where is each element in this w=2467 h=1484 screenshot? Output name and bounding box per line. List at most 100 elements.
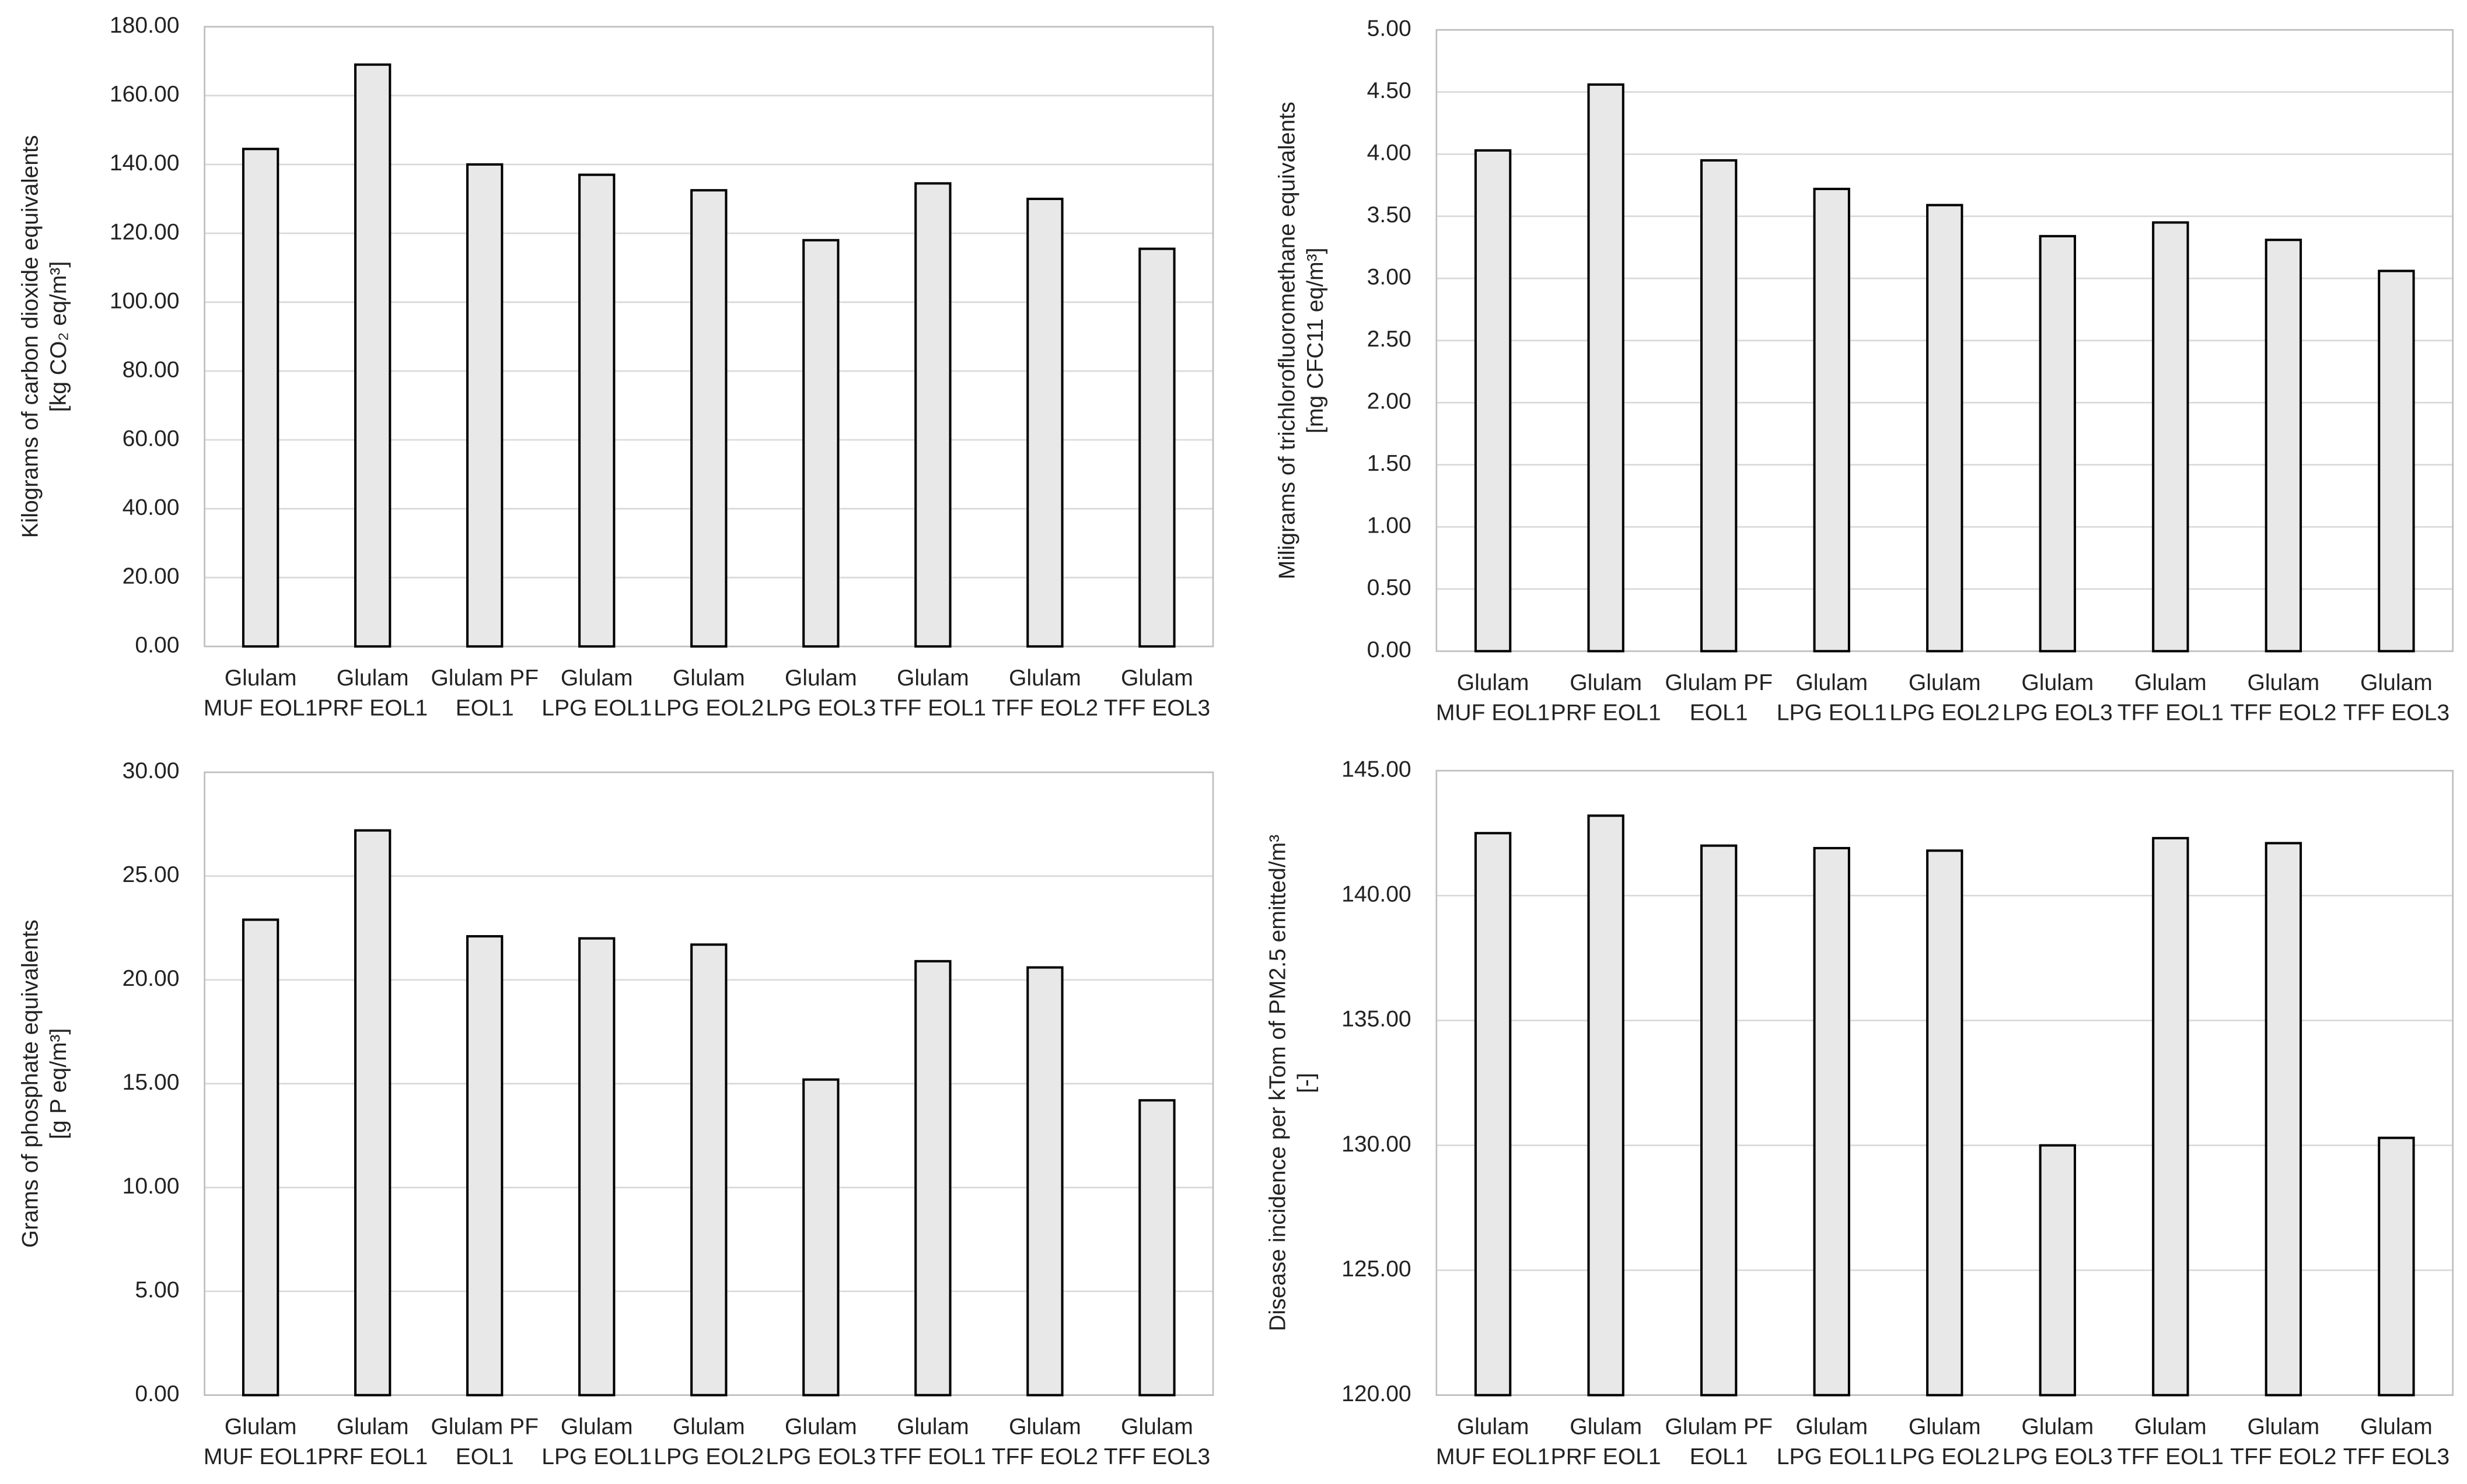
y-tick-label: 100.00 [110, 288, 180, 313]
bar [1138, 247, 1176, 648]
y-tick-label: 160.00 [110, 82, 180, 107]
x-tick-label: Glulam [785, 1415, 857, 1440]
x-tick-label: Glulam [2021, 670, 2094, 695]
bar [242, 918, 279, 1396]
bar [242, 148, 279, 648]
y-tick-label: 3.00 [1367, 265, 1411, 290]
x-tick-label: LPG EOL1 [1777, 700, 1887, 725]
bar [1926, 204, 1963, 653]
x-tick-label: PRF EOL1 [317, 1444, 428, 1469]
bar [1587, 83, 1624, 653]
x-tick-label: EOL1 [1690, 1444, 1748, 1469]
bar [1474, 832, 1512, 1396]
y-axis-label: Miligrams of trichlorofluoromethane equi… [1275, 102, 1300, 579]
x-tick-label: Glulam [1121, 666, 1193, 691]
x-tick-label: Glulam [2247, 1415, 2319, 1440]
y-tick-label: 15.00 [123, 1070, 180, 1095]
chart: 0.00 0.50 1.00 1.50 2.00 2.50 3.00 3.50 4.00 4.50… [1275, 16, 2454, 725]
y-tick-label: 125.00 [1341, 1256, 1411, 1282]
bar [2265, 239, 2302, 653]
y-tick-label: 180.00 [110, 13, 180, 38]
y-tick-label: 130.00 [1341, 1132, 1411, 1157]
x-tick-label: PRF EOL1 [317, 695, 428, 720]
x-tick-label: EOL1 [456, 1444, 514, 1469]
x-tick-label: Glulam [225, 666, 297, 691]
x-tick-label: Glulam PF [431, 666, 539, 691]
bar [1026, 197, 1064, 648]
x-tick-label: Glulam [1457, 670, 1529, 695]
bar [354, 63, 392, 648]
y-axis-label: [mg CFC11 eq/m³] [1303, 248, 1328, 433]
x-tick-label: TFF EOL1 [880, 695, 986, 720]
x-tick-label: TFF EOL2 [992, 695, 1098, 720]
y-tick-label: 1.50 [1367, 451, 1411, 476]
y-tick-label: 10.00 [123, 1174, 180, 1199]
bar [466, 163, 504, 648]
y-tick-label: 0.00 [135, 633, 179, 658]
bar [914, 960, 952, 1396]
bar [690, 189, 728, 648]
x-tick-label: Glulam [2021, 1415, 2094, 1440]
x-tick-label: Glulam [1795, 1415, 1868, 1440]
x-tick-label: LPG EOL2 [1889, 700, 2000, 725]
y-tick-label: 20.00 [123, 966, 180, 991]
x-tick-label: Glulam [2134, 1415, 2207, 1440]
x-tick-label: Glulam [1570, 670, 1642, 695]
x-tick-label: LPG EOL1 [541, 1444, 652, 1469]
y-tick-label: 30.00 [123, 758, 180, 783]
bar [2039, 235, 2076, 653]
x-tick-label: Glulam [1909, 670, 1981, 695]
bar [578, 173, 616, 648]
x-tick-label: PRF EOL1 [1551, 1444, 1661, 1469]
bar [1026, 966, 1064, 1396]
bar [1138, 1099, 1176, 1396]
x-tick-label: Glulam [337, 1415, 409, 1440]
x-tick-label: LPG EOL1 [1777, 1444, 1887, 1469]
x-tick-label: Glulam PF [431, 1415, 539, 1440]
y-tick-label: 4.50 [1367, 78, 1411, 103]
x-tick-label: Glulam [1457, 1415, 1529, 1440]
bar [1813, 187, 1850, 653]
y-tick-label: 25.00 [123, 862, 180, 887]
bar [2039, 1144, 2076, 1396]
x-tick-label: Glulam [673, 1415, 745, 1440]
x-tick-label: TFF EOL1 [880, 1444, 986, 1469]
x-tick-label: Glulam [673, 666, 745, 691]
bar [1587, 814, 1624, 1396]
x-tick-label: Glulam [561, 1415, 633, 1440]
x-tick-label: Glulam [2360, 670, 2433, 695]
y-axis-label: [-] [1294, 1073, 1319, 1093]
x-tick-label: LPG EOL1 [541, 695, 652, 720]
y-axis-label: Kilograms of carbon dioxide equivalents [18, 135, 43, 538]
x-tick-label: MUF EOL1 [204, 1444, 317, 1469]
y-tick-label: 120.00 [1341, 1381, 1411, 1406]
y-tick-label: 140.00 [1341, 882, 1411, 907]
x-tick-label: LPG EOL2 [1889, 1444, 2000, 1469]
bar [1474, 149, 1512, 653]
y-tick-label: 4.00 [1367, 141, 1411, 166]
y-tick-label: 0.00 [1367, 638, 1411, 663]
x-tick-label: LPG EOL3 [2003, 700, 2113, 725]
x-tick-label: Glulam [1795, 670, 1868, 695]
x-tick-label: Glulam [337, 666, 409, 691]
x-tick-label: Glulam [897, 666, 969, 691]
x-tick-label: LPG EOL3 [2003, 1444, 2113, 1469]
x-tick-label: Glulam [785, 666, 857, 691]
x-tick-label: EOL1 [1690, 700, 1748, 725]
y-tick-label: 2.50 [1367, 327, 1411, 352]
x-tick-label: Glulam [561, 666, 633, 691]
x-tick-label: TFF EOL2 [992, 1444, 1098, 1469]
x-tick-label: Glulam [1009, 666, 1081, 691]
y-axis-label: Disease incidence per kTom of PM2.5 emit… [1266, 835, 1291, 1331]
bar [354, 829, 392, 1396]
bar [914, 182, 952, 648]
bar [1700, 159, 1738, 653]
x-tick-label: Glulam [897, 1415, 969, 1440]
x-tick-label: LPG EOL2 [654, 1444, 764, 1469]
x-tick-label: LPG EOL3 [766, 1444, 876, 1469]
y-tick-label: 0.00 [135, 1381, 179, 1406]
x-tick-label: Glulam [1570, 1415, 1642, 1440]
y-tick-label: 140.00 [110, 150, 180, 176]
